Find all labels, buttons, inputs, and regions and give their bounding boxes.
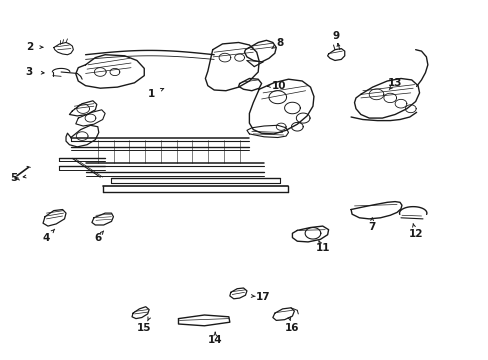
Text: 8: 8 bbox=[276, 38, 283, 48]
Text: 2: 2 bbox=[26, 42, 33, 52]
Text: 13: 13 bbox=[387, 78, 402, 88]
Text: 16: 16 bbox=[285, 323, 299, 333]
Text: 1: 1 bbox=[148, 89, 155, 99]
Text: 17: 17 bbox=[255, 292, 270, 302]
Text: 3: 3 bbox=[26, 67, 33, 77]
Text: 11: 11 bbox=[315, 243, 329, 253]
Text: 14: 14 bbox=[207, 335, 222, 345]
Text: 4: 4 bbox=[42, 233, 50, 243]
Text: 7: 7 bbox=[367, 222, 375, 232]
Text: 12: 12 bbox=[407, 229, 422, 239]
Text: 5: 5 bbox=[10, 173, 17, 183]
Text: 6: 6 bbox=[94, 233, 101, 243]
Text: 15: 15 bbox=[137, 323, 151, 333]
Text: 10: 10 bbox=[271, 81, 285, 91]
Text: 9: 9 bbox=[332, 31, 339, 41]
